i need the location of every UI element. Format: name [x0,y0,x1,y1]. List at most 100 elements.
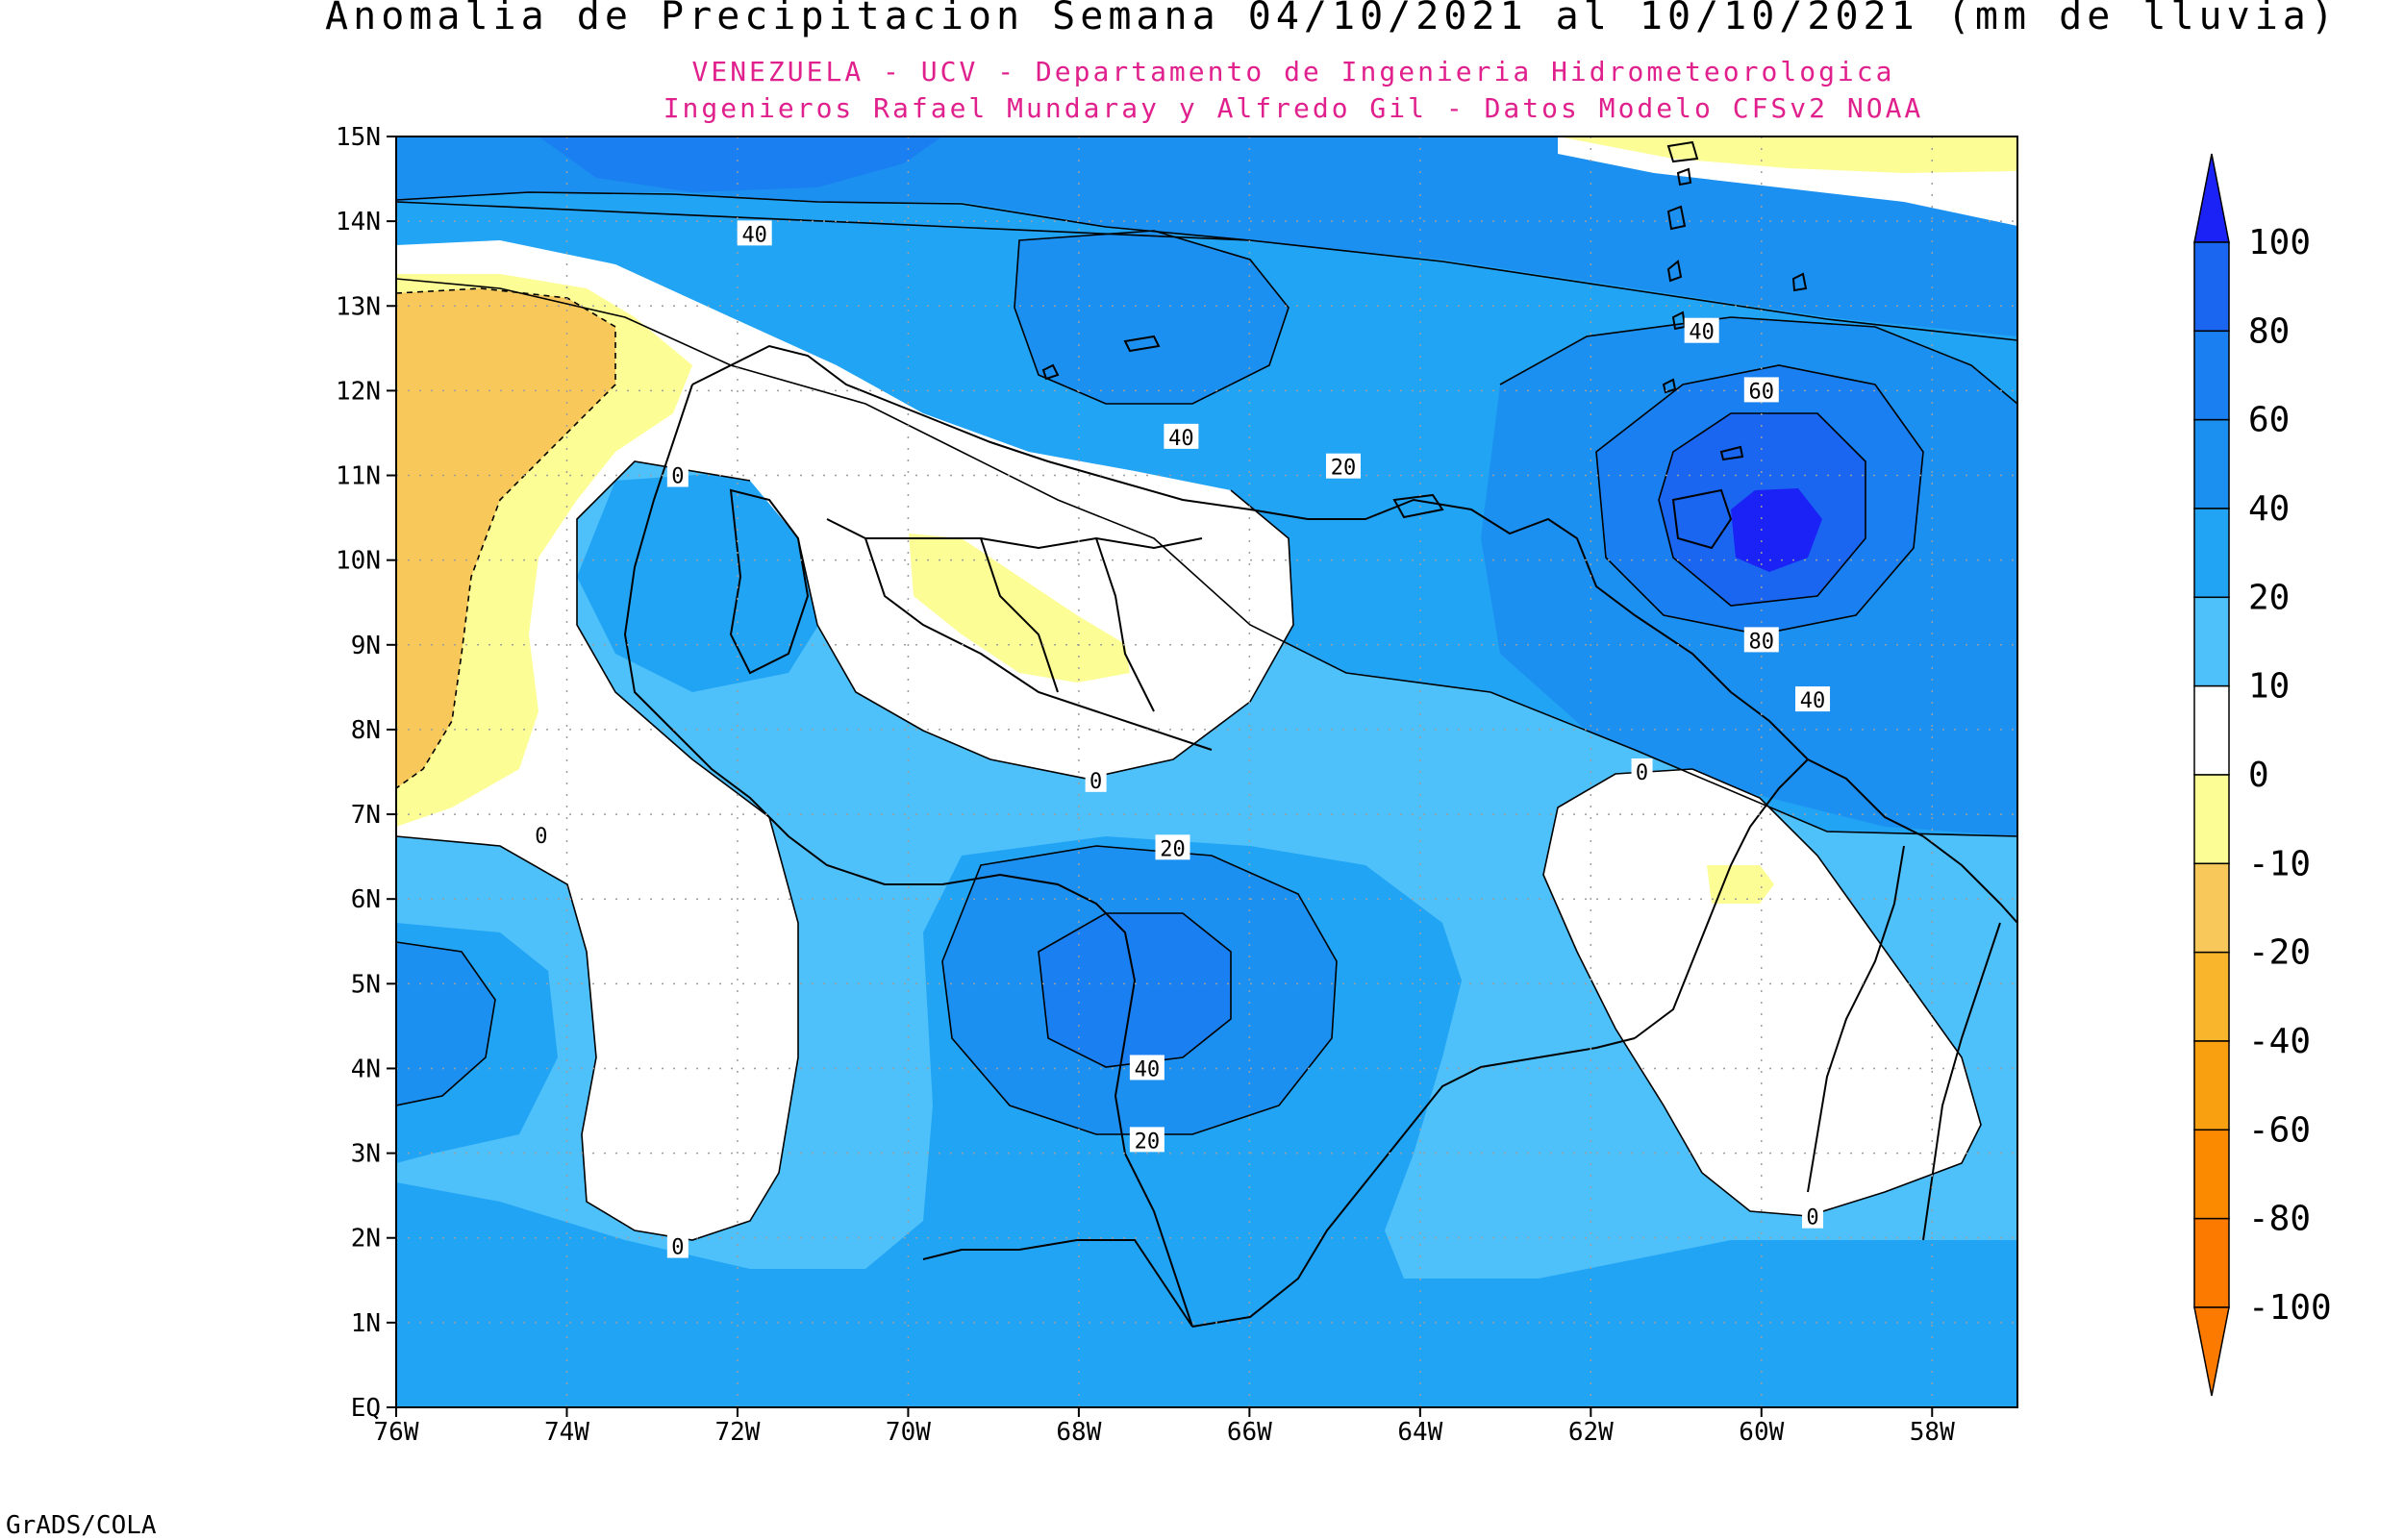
lon-tick-label: 66W [1227,1418,1272,1447]
field-0-northwest [396,240,1293,1240]
colorbar-label: -60 [2248,1110,2311,1150]
colorbar-label: -10 [2248,844,2311,883]
lat-tick-label: 1N [351,1309,381,1338]
contour-label: 0 [1636,761,1648,785]
colorbar-label: 80 [2248,311,2290,351]
lon-tick-label: 76W [374,1418,419,1447]
curacao [1123,335,1161,353]
contour-label: 0 [1089,770,1102,794]
contour-label-bg [1164,423,1199,449]
coast-guiana [1922,835,2017,924]
lat-tick-label: 6N [351,885,381,914]
contour-label-bg [666,1232,689,1258]
contour-label: 20 [1331,457,1357,481]
colorbar-segment [2193,951,2230,1042]
lat-tick-label: 7N [351,801,381,830]
border-venezuela-guyana [1634,758,1809,1039]
internal-borders [826,518,1213,751]
lon-tick-label: 68W [1056,1418,1101,1447]
plot-frame [395,136,2018,1408]
colorbar-label: -20 [2248,933,2311,973]
contour-label: 0 [535,825,547,849]
contour-label-bg [1129,1127,1164,1153]
lat-tick-label: 12N [336,377,381,406]
colorbar-label: 10 [2248,667,2290,707]
lon-tick-label: 62W [1568,1418,1614,1447]
colorbar-label: 100 [2248,223,2311,262]
aruba [1041,363,1060,381]
border-guyana-suriname [1807,845,1905,1193]
tobago [1719,445,1744,461]
colorbar-segment [2193,1217,2230,1308]
field-0-east [1543,769,1981,1216]
contour-label: 0 [671,465,684,489]
lon-tick-label: 64W [1397,1418,1442,1447]
footer-credit: GrADS/COLA [6,1511,157,1540]
contour-label-bg [1631,758,1653,783]
contour-label: 40 [1689,321,1715,345]
lon-tick-label: 70W [886,1418,931,1447]
lat-tick-label: 4N [351,1055,381,1083]
contour-label-bg [1129,1055,1164,1080]
contour-label-bg [1743,627,1779,653]
shaded-field [396,137,2017,1407]
colorbar-segment [2193,1040,2230,1131]
guadeloupe [1666,140,1699,163]
colorbar-segment [2193,241,2230,333]
contour-label: 0 [1806,1206,1818,1230]
lat-tick-label: 8N [351,716,381,745]
grenada [1662,378,1677,394]
colorbar-segment [2193,862,2230,954]
colorbar-segment [2193,330,2230,421]
contour-label-bg [1684,317,1719,343]
colorbar-label: 60 [2248,401,2290,440]
field-neg10-east [1707,865,1774,904]
latitude-axis: EQ 1N 2N 3N 4N 5N 6N 7N 8N 9N 10N 11N 12N 13N 14N 15N [336,123,396,1423]
contour-label-bg [1743,377,1779,403]
contour-labels: 40 40 20 40 60 80 40 0 0 0 0 0 0 20 40 20 [530,220,1831,1260]
lon-tick-label: 74W [544,1418,589,1447]
contour-label-bg [1802,1203,1824,1229]
contour-label: 20 [1160,837,1186,861]
lon-tick-label: 58W [1910,1418,1955,1447]
colorbar-label: 40 [2248,489,2290,529]
colorbar-bottom-arrow [2193,1306,2230,1397]
map-title: Anomalia de Precipitacion Semana 04/10/2… [325,0,2339,38]
colorbar-segment [2193,684,2230,776]
trinidad [1671,488,1733,550]
contour-label-bg [666,461,689,487]
lat-tick-label: EQ [351,1394,381,1423]
border-colombia-brazil [922,1239,1193,1328]
subtitle-line-1: VENEZUELA - UCV - Departamento de Ingeni… [691,56,1895,87]
border-colombia-venezuela [623,384,1193,1328]
subtitle-line-2: Ingenieros Rafael Mundaray y Alfredo Gil… [663,92,1924,124]
colorbar-label: -40 [2248,1022,2311,1061]
lat-tick-label: 13N [336,292,381,321]
lat-tick-label: 2N [351,1225,381,1254]
field-100-east [1731,488,1822,572]
contour-label: 60 [1749,380,1775,404]
colorbar-segment [2193,508,2230,599]
lat-tick-label: 5N [351,970,381,999]
margarita [1392,493,1444,519]
colorbar-label: 0 [2248,756,2269,795]
field-40-west [396,942,495,1105]
contour-lines [396,191,2017,1241]
contour-label: 40 [1168,427,1194,451]
lon-tick-label: 60W [1739,1418,1784,1447]
colorbar-segment [2193,418,2230,509]
longitude-axis: 76W 74W 72W 70W 68W 66W 64W 62W 60W 58W [374,1407,1955,1447]
contour-label-bg [530,822,552,848]
lat-tick-label: 15N [336,123,381,152]
contour-label: 40 [741,223,767,247]
lat-tick-label: 11N [336,462,381,491]
contour-label: 20 [1135,1130,1161,1154]
contour-label-bg [737,220,772,246]
coastline-north [691,344,1924,837]
colorbar-top-arrow [2193,153,2230,243]
colorbar-label: 20 [2248,578,2290,617]
lat-tick-label: 3N [351,1140,381,1169]
colorbar-label: -100 [2248,1288,2332,1328]
